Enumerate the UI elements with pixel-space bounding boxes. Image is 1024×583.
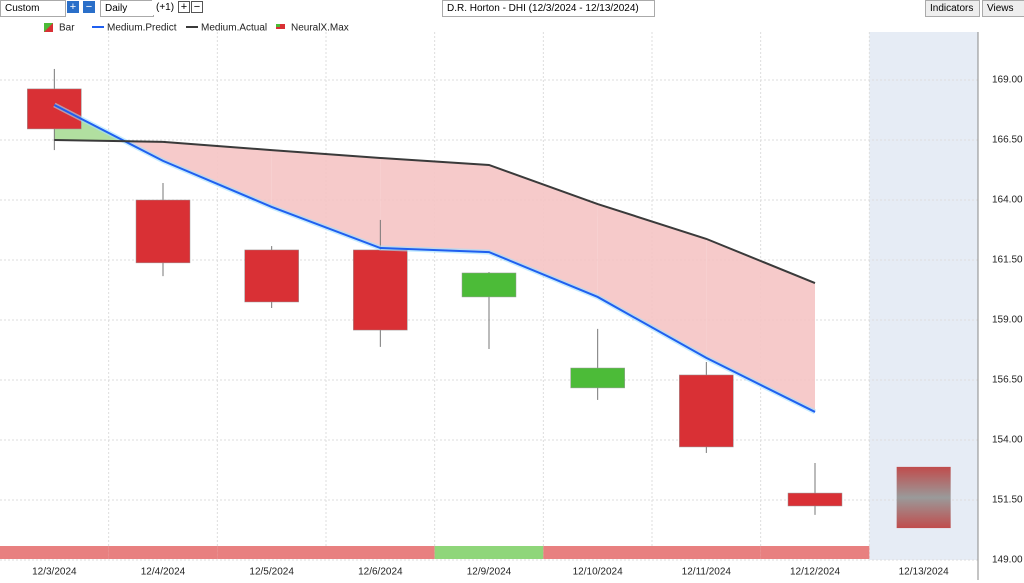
interval-select[interactable]: Daily [100,0,154,17]
candle-body [27,88,82,130]
band-fill [163,141,272,207]
legend-label: NeuralX.Max [291,23,349,34]
y-tick-label: 161.50 [992,255,1023,266]
legend-swatch [276,24,285,29]
x-tick-label: 12/11/2024 [682,567,732,578]
signal [108,546,218,559]
x-tick-label: 12/6/2024 [358,567,403,578]
range-select[interactable]: Custom [0,0,66,17]
offset-minus[interactable]: − [191,1,203,13]
x-tick-label: 12/4/2024 [141,567,186,578]
x-tick-label: 12/12/2024 [790,567,840,578]
candle-body [787,492,843,507]
y-tick-label: 164.00 [992,195,1023,206]
candle-body [570,367,625,389]
candle-body [679,374,734,448]
band-fill [489,164,598,297]
y-tick-label: 151.50 [992,495,1023,506]
legend-swatch [276,24,280,27]
band-fill [271,150,381,248]
y-tick-label: 156.50 [992,375,1023,386]
legend-label: Bar [59,23,75,34]
band-fill [597,204,707,358]
zoom-in[interactable]: + [67,1,79,13]
offset-plus[interactable]: + [178,1,190,13]
line [54,139,816,284]
band-fill [380,158,489,253]
x-tick-label: 12/5/2024 [249,567,294,578]
forecast-box [896,466,951,529]
line [53,104,816,413]
signal [760,546,870,559]
candle-body [244,249,299,303]
signal [0,546,109,559]
views-button[interactable]: Views [982,0,1024,17]
offset: (+1) [152,0,179,15]
legend-label: Medium.Predict [107,23,177,34]
candle-body [461,272,517,298]
indicators-button[interactable]: Indicators [925,0,980,17]
signal [652,546,761,559]
y-tick-label: 149.00 [992,555,1023,566]
y-tick-label: 169.00 [992,75,1023,86]
candle-body [135,199,191,264]
signal [217,546,326,559]
zoom-out[interactable]: − [83,1,95,13]
x-tick-label: 12/10/2024 [573,567,623,578]
signal [543,546,652,559]
y-tick-label: 166.50 [992,135,1023,146]
y-tick-label: 154.00 [992,435,1023,446]
x-tick-label: 12/13/2024 [899,567,949,578]
legend-swatch [44,23,53,32]
y-tick-label: 159.00 [992,315,1023,326]
x-tick-label: 12/3/2024 [32,567,77,578]
signal [326,546,435,559]
legend-label: Medium.Actual [201,23,267,34]
chart-title: D.R. Horton - DHI (12/3/2024 - 12/13/202… [442,0,655,17]
x-tick-label: 12/9/2024 [467,567,512,578]
candle-body [353,249,408,331]
signal [434,546,544,559]
